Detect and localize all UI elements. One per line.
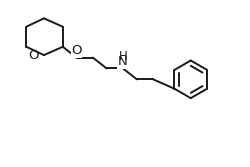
Text: O: O	[28, 49, 39, 62]
Text: O: O	[71, 44, 82, 57]
Text: H: H	[118, 50, 127, 63]
Text: N: N	[118, 55, 127, 68]
